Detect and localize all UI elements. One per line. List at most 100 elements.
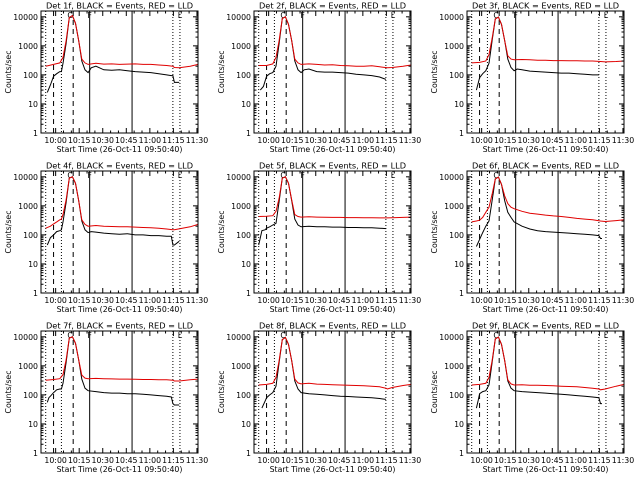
x-tick-label: 10:00 <box>44 296 67 305</box>
x-tick-label: 10:15 <box>68 456 91 465</box>
x-tick-label: 10:00 <box>470 296 493 305</box>
top-marker-label: C <box>67 11 73 20</box>
series-line-lld <box>471 176 625 223</box>
y-tick-label: 1 <box>246 449 251 458</box>
x-tick-label: 11:30 <box>612 296 635 305</box>
x-tick-label: 10:30 <box>305 456 328 465</box>
top-marker-label: C <box>280 171 286 180</box>
x-tick-label: 10:45 <box>328 136 351 145</box>
x-tick-label: 10:00 <box>470 136 493 145</box>
top-marker-label: F <box>513 171 518 180</box>
x-tick-label: 11:00 <box>352 456 375 465</box>
y-tick-label: 1000 <box>18 362 38 371</box>
y-tick-label: 1000 <box>18 202 38 211</box>
y-tick-label: 100 <box>236 391 251 400</box>
x-tick-label: 11:30 <box>612 136 635 145</box>
y-tick-label: 1 <box>459 449 464 458</box>
chart-title: Det 9f, BLACK = Events, RED = LLD <box>472 321 619 331</box>
y-axis-label: Counts/sec <box>217 51 226 94</box>
top-marker-label: L <box>604 171 609 180</box>
top-marker-label: C <box>280 331 286 340</box>
x-axis-label: Start Time (26-Oct-11 09:50:40) <box>57 145 183 154</box>
y-axis-label: Counts/sec <box>4 371 13 414</box>
series-line-events <box>261 336 386 409</box>
chart-title: Det 2f, BLACK = Events, RED = LLD <box>259 1 406 11</box>
top-marker-label: L <box>178 171 183 180</box>
y-tick-label: 10 <box>241 420 251 429</box>
y-tick-label: 100 <box>449 231 464 240</box>
x-tick-label: 11:30 <box>399 456 422 465</box>
y-tick-label: 100 <box>236 231 251 240</box>
plot-frame <box>253 10 412 134</box>
chart-title: Det 8f, BLACK = Events, RED = LLD <box>259 321 406 331</box>
y-tick-label: 100 <box>23 231 38 240</box>
x-tick-label: 11:15 <box>162 296 185 305</box>
top-marker-label: C <box>493 11 499 20</box>
plot-frame <box>466 10 625 134</box>
y-tick-label: 1000 <box>444 42 464 51</box>
x-tick-label: 10:00 <box>257 136 280 145</box>
plot-frame <box>253 170 412 294</box>
x-tick-label: 10:00 <box>470 456 493 465</box>
series-line-events <box>258 176 386 246</box>
top-marker-label: L <box>178 331 183 340</box>
x-tick-label: 11:30 <box>399 136 422 145</box>
x-tick-label: 10:15 <box>494 136 517 145</box>
top-marker-label: C <box>67 171 73 180</box>
y-axis-label: Counts/sec <box>217 211 226 254</box>
y-tick-label: 10 <box>28 100 38 109</box>
x-tick-label: 11:15 <box>588 296 611 305</box>
y-tick-label: 1 <box>246 289 251 298</box>
y-tick-label: 10000 <box>439 333 464 342</box>
x-axis-label: Start Time (26-Oct-11 09:50:40) <box>270 305 396 314</box>
x-tick-label: 10:30 <box>518 296 541 305</box>
top-marker-label: C <box>493 331 499 340</box>
y-tick-label: 1000 <box>18 42 38 51</box>
x-tick-label: 10:45 <box>541 456 564 465</box>
y-axis-label: Counts/sec <box>430 211 439 254</box>
y-tick-label: 10000 <box>226 333 251 342</box>
y-tick-label: 10000 <box>13 13 38 22</box>
x-tick-label: 11:15 <box>375 456 398 465</box>
top-marker-label: L <box>178 11 183 20</box>
x-tick-label: 10:30 <box>92 456 115 465</box>
y-tick-label: 10 <box>454 260 464 269</box>
top-marker-label: C <box>67 331 73 340</box>
plot-frame <box>40 170 199 294</box>
series-line-lld <box>471 336 625 391</box>
top-marker-label: F <box>87 11 92 20</box>
y-tick-label: 1 <box>33 449 38 458</box>
y-tick-label: 1 <box>246 129 251 138</box>
y-tick-label: 10 <box>28 260 38 269</box>
x-tick-label: 10:45 <box>328 296 351 305</box>
series-line-lld <box>45 176 199 231</box>
x-tick-label: 10:15 <box>68 136 91 145</box>
x-tick-label: 11:00 <box>565 136 588 145</box>
top-marker-label: F <box>513 11 518 20</box>
y-tick-label: 100 <box>23 391 38 400</box>
top-marker-label: C <box>493 171 499 180</box>
plot-frame <box>40 10 199 134</box>
y-tick-label: 10 <box>454 420 464 429</box>
top-marker-label: C <box>280 11 286 20</box>
y-tick-label: 1000 <box>444 202 464 211</box>
x-tick-label: 10:30 <box>518 136 541 145</box>
x-tick-label: 10:00 <box>44 456 67 465</box>
y-tick-label: 100 <box>23 71 38 80</box>
x-tick-label: 10:00 <box>257 296 280 305</box>
y-tick-label: 10000 <box>13 173 38 182</box>
y-tick-label: 10 <box>241 260 251 269</box>
y-axis-label: Counts/sec <box>217 371 226 414</box>
y-axis-label: Counts/sec <box>4 51 13 94</box>
x-tick-label: 10:45 <box>541 136 564 145</box>
series-line-lld <box>258 16 412 69</box>
series-line-events <box>475 336 602 409</box>
plot-frame <box>466 170 625 294</box>
plot-frame <box>40 330 199 454</box>
